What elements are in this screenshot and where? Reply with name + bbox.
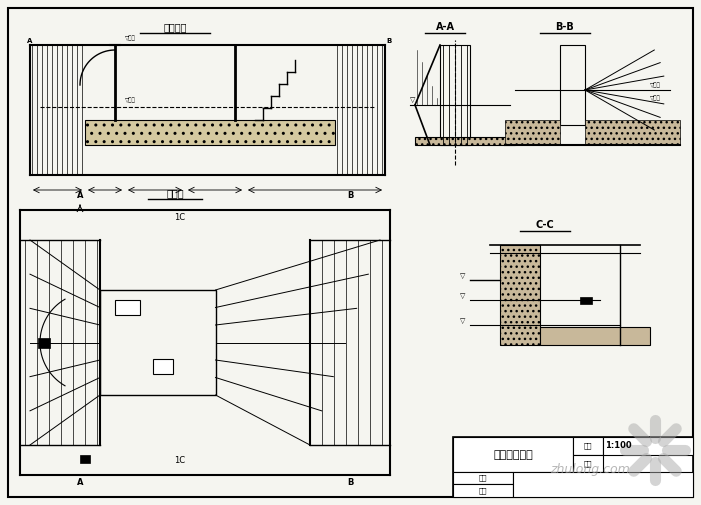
- Text: ▽设计: ▽设计: [650, 95, 661, 101]
- Text: 制图: 制图: [479, 475, 487, 481]
- Text: B: B: [347, 478, 353, 487]
- Bar: [453, 472, 513, 484]
- Text: ▽: ▽: [460, 293, 465, 299]
- Text: ▽设计: ▽设计: [125, 97, 135, 103]
- Text: 纵剖面图: 纵剖面图: [163, 22, 186, 32]
- Text: 审核: 审核: [479, 488, 487, 494]
- Text: A: A: [76, 191, 83, 200]
- Text: 1C: 1C: [175, 213, 186, 222]
- Text: A: A: [27, 38, 32, 44]
- Text: ▽正常: ▽正常: [125, 35, 135, 41]
- Bar: [415, 137, 515, 145]
- Bar: [603, 437, 693, 455]
- Bar: [500, 245, 540, 345]
- Text: 1:100: 1:100: [605, 441, 632, 450]
- Bar: [585, 120, 680, 145]
- Text: 1C: 1C: [175, 456, 186, 465]
- Bar: [38, 337, 50, 347]
- Bar: [153, 359, 172, 374]
- Text: 进水闸设计图: 进水闸设计图: [493, 450, 533, 460]
- Bar: [453, 437, 573, 472]
- Text: 材料: 材料: [584, 461, 592, 467]
- Bar: [573, 455, 603, 472]
- Text: C-C: C-C: [536, 220, 554, 230]
- Bar: [440, 45, 470, 145]
- Bar: [560, 45, 585, 125]
- Text: zhulong.com: zhulong.com: [550, 464, 630, 477]
- Text: ▽: ▽: [410, 97, 416, 103]
- Text: ▽正常: ▽正常: [650, 82, 661, 88]
- Text: B: B: [386, 38, 391, 44]
- Bar: [453, 437, 693, 497]
- Text: ▽: ▽: [460, 273, 465, 279]
- Text: 平面图: 平面图: [166, 188, 184, 198]
- Text: 比例: 比例: [584, 443, 592, 449]
- Bar: [573, 437, 603, 455]
- Bar: [505, 120, 560, 145]
- Bar: [580, 297, 592, 304]
- Bar: [513, 472, 693, 497]
- Text: A: A: [76, 478, 83, 487]
- Text: B: B: [347, 191, 353, 200]
- Bar: [100, 290, 215, 395]
- Bar: [115, 300, 140, 315]
- Bar: [540, 327, 650, 345]
- Text: A-A: A-A: [435, 22, 454, 32]
- Bar: [80, 455, 90, 463]
- Bar: [85, 120, 335, 145]
- Text: B-B: B-B: [556, 22, 574, 32]
- Bar: [453, 484, 513, 497]
- Text: ▽: ▽: [460, 318, 465, 324]
